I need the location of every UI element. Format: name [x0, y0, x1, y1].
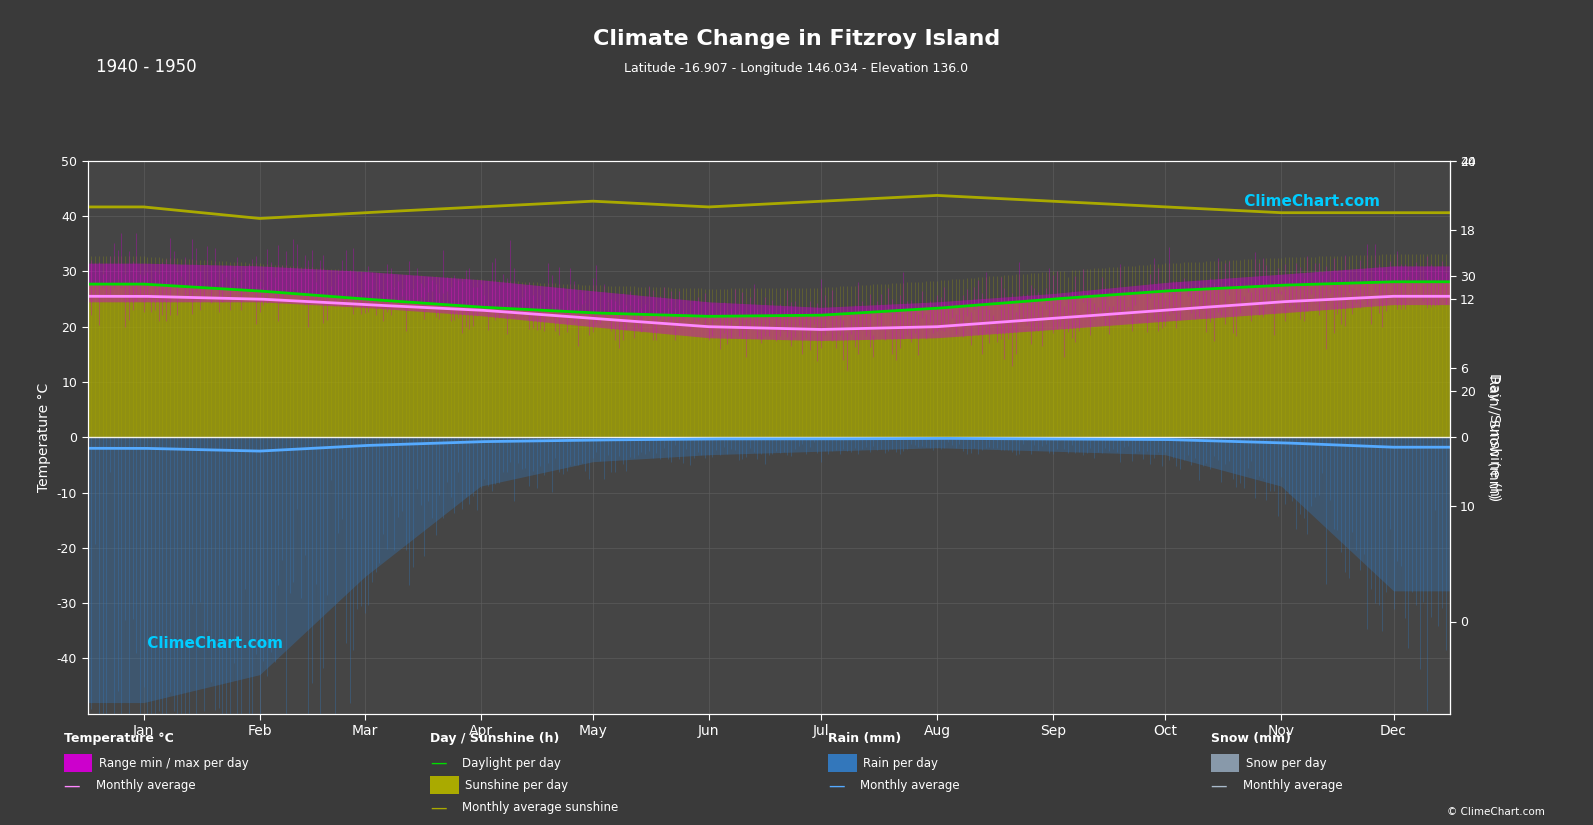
Text: Monthly average: Monthly average [96, 779, 196, 792]
Text: Sunshine per day: Sunshine per day [465, 779, 569, 792]
Text: —: — [1211, 776, 1227, 794]
Text: Monthly average: Monthly average [1243, 779, 1343, 792]
Text: Climate Change in Fitzroy Island: Climate Change in Fitzroy Island [593, 29, 1000, 49]
Text: Daylight per day: Daylight per day [462, 757, 561, 770]
Text: —: — [430, 754, 446, 772]
Text: Monthly average sunshine: Monthly average sunshine [462, 801, 618, 814]
Text: Latitude -16.907 - Longitude 146.034 - Elevation 136.0: Latitude -16.907 - Longitude 146.034 - E… [624, 62, 969, 75]
Y-axis label: Rain / Snow (mm): Rain / Snow (mm) [1486, 375, 1501, 499]
Text: ClimeChart.com: ClimeChart.com [142, 636, 284, 651]
Text: —: — [64, 776, 80, 794]
Y-axis label: Day / Sunshine (h): Day / Sunshine (h) [1486, 373, 1501, 502]
Y-axis label: Temperature °C: Temperature °C [37, 383, 51, 492]
Text: Monthly average: Monthly average [860, 779, 961, 792]
Text: Rain per day: Rain per day [863, 757, 938, 770]
Text: 1940 - 1950: 1940 - 1950 [96, 58, 196, 76]
Text: Temperature °C: Temperature °C [64, 732, 174, 745]
Text: Range min / max per day: Range min / max per day [99, 757, 249, 770]
Text: © ClimeChart.com: © ClimeChart.com [1448, 807, 1545, 817]
Text: Snow per day: Snow per day [1246, 757, 1327, 770]
Text: Rain (mm): Rain (mm) [828, 732, 902, 745]
Text: Snow (mm): Snow (mm) [1211, 732, 1290, 745]
Text: —: — [828, 776, 844, 794]
Text: ClimeChart.com: ClimeChart.com [1238, 194, 1380, 209]
Text: —: — [430, 799, 446, 817]
Text: Day / Sunshine (h): Day / Sunshine (h) [430, 732, 559, 745]
